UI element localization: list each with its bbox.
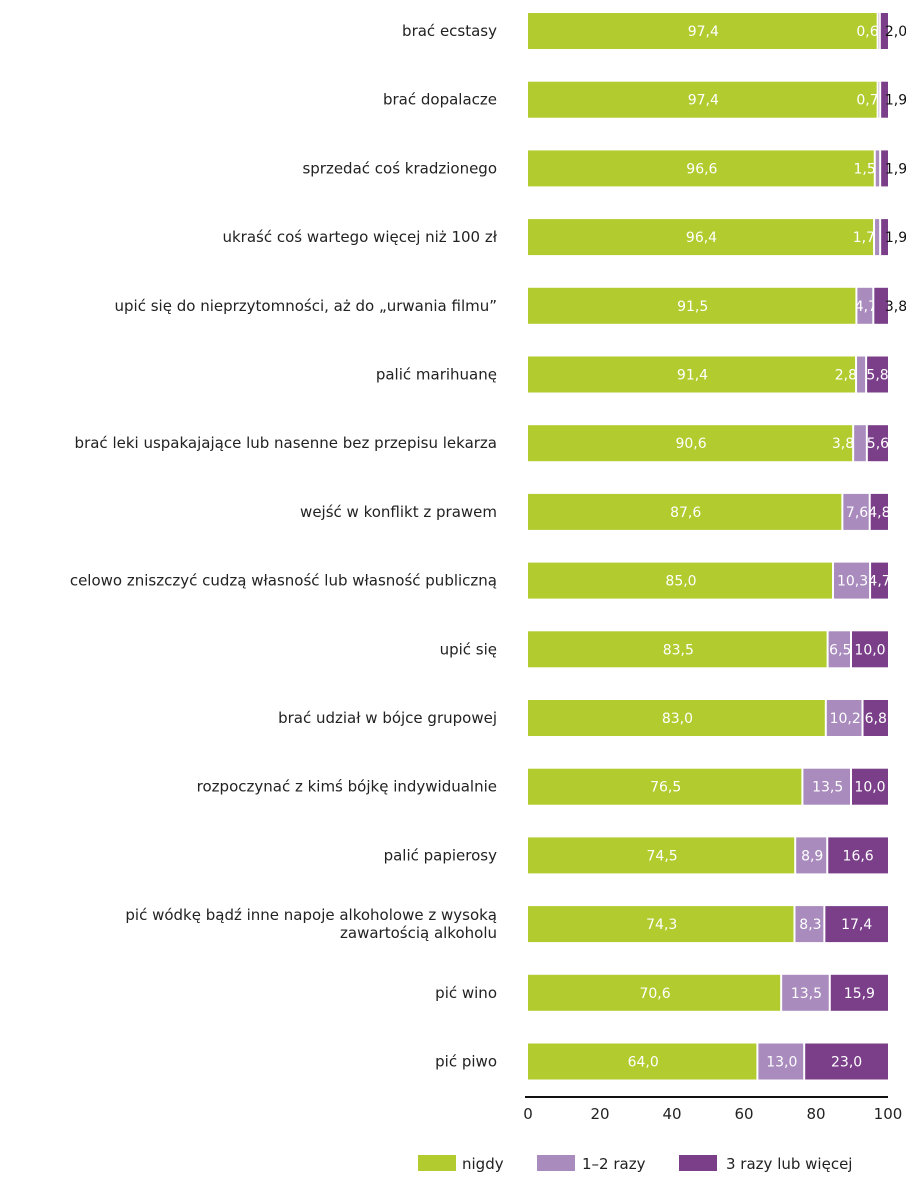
legend-label: 1–2 razy xyxy=(582,1155,646,1173)
value-label: 13,0 xyxy=(766,1055,797,1071)
value-label: 13,5 xyxy=(812,780,843,796)
value-label: 0,6 xyxy=(856,24,878,40)
value-label: 2,0 xyxy=(885,24,906,40)
value-label: 4,8 xyxy=(868,505,890,521)
value-label: 83,0 xyxy=(662,711,693,727)
category-label: wejść w konflikt z prawem xyxy=(300,503,497,521)
legend-swatch xyxy=(418,1155,456,1171)
x-tick-label: 20 xyxy=(590,1105,609,1123)
value-label: 8,3 xyxy=(799,917,821,933)
category-label: pić wódkę bądź inne napoje alkoholowe z … xyxy=(125,906,497,942)
value-label: 17,4 xyxy=(841,917,872,933)
category-label: brać udział w bójce grupowej xyxy=(278,709,497,727)
category-label: pić wino xyxy=(435,984,497,1002)
category-label: brać leki uspakajające lub nasenne bez p… xyxy=(75,434,497,452)
category-label: celowo zniszczyć cudzą własność lub włas… xyxy=(70,572,497,590)
category-label: palić marihuanę xyxy=(376,366,497,384)
value-label: 96,6 xyxy=(686,161,717,177)
category-label: brać ecstasy xyxy=(402,22,497,40)
value-label: 23,0 xyxy=(831,1055,862,1071)
value-label: 15,9 xyxy=(844,986,875,1002)
value-label: 3,8 xyxy=(832,436,854,452)
value-label: 97,4 xyxy=(688,93,719,109)
category-label: brać dopalacze xyxy=(383,91,497,109)
category-labels: brać ecstasy brać dopalacze sprzedać coś k… xyxy=(70,22,498,1071)
category-label: pić piwo xyxy=(435,1053,497,1071)
value-label: 64,0 xyxy=(628,1055,659,1071)
value-label: 87,6 xyxy=(670,505,701,521)
x-tick-label: 0 xyxy=(523,1105,533,1123)
value-label: 1,9 xyxy=(885,230,906,246)
category-label: palić papierosy xyxy=(384,846,498,864)
value-label: 8,9 xyxy=(801,848,823,864)
bar-segment xyxy=(876,150,879,186)
legend: nigdy 1–2 razy 3 razy lub więcej xyxy=(418,1155,852,1173)
value-label: 5,6 xyxy=(867,436,889,452)
value-label: 70,6 xyxy=(639,986,670,1002)
value-label: 96,4 xyxy=(686,230,717,246)
legend-label: 3 razy lub więcej xyxy=(726,1155,852,1173)
category-label: sprzedać coś kradzionego xyxy=(302,159,497,177)
category-label: ukraść coś wartego więcej niż 100 zł xyxy=(222,228,497,246)
value-label: 85,0 xyxy=(665,574,696,590)
x-tick-label: 100 xyxy=(874,1105,903,1123)
bars: 97,4 0,6 2,0 97,4 0,7 1,9 96,6 1,5 1,9 96,4 1,7 1,9… xyxy=(528,13,906,1080)
legend-swatch xyxy=(537,1155,575,1171)
value-label: 76,5 xyxy=(650,780,681,796)
value-label: 6,5 xyxy=(829,642,851,658)
x-axis: 0 20 40 60 80 100 xyxy=(523,1097,902,1123)
value-label: 13,5 xyxy=(791,986,822,1002)
value-label: 4,7 xyxy=(868,574,890,590)
value-label: 74,5 xyxy=(647,848,678,864)
value-label: 1,9 xyxy=(885,161,906,177)
bar-segment xyxy=(875,219,879,255)
bar-segment xyxy=(879,13,880,49)
value-label: 10,2 xyxy=(830,711,861,727)
value-label: 2,8 xyxy=(835,368,857,384)
value-label: 91,5 xyxy=(677,299,708,315)
value-label: 10,0 xyxy=(854,642,885,658)
x-tick-label: 80 xyxy=(806,1105,825,1123)
value-label: 4,7 xyxy=(855,299,877,315)
value-label: 0,7 xyxy=(856,93,878,109)
value-label: 83,5 xyxy=(663,642,694,658)
category-label: upić się xyxy=(440,640,497,658)
value-label: 10,0 xyxy=(854,780,885,796)
value-label: 6,8 xyxy=(865,711,887,727)
value-label: 1,7 xyxy=(853,230,875,246)
x-tick-label: 40 xyxy=(662,1105,681,1123)
value-label: 74,3 xyxy=(646,917,677,933)
value-label: 1,5 xyxy=(853,161,875,177)
value-label: 3,8 xyxy=(885,299,906,315)
category-label: rozpoczynać z kimś bójkę indywidualnie xyxy=(197,778,497,796)
category-label: upić się do nieprzytomności, aż do „urwa… xyxy=(115,297,497,315)
bar-segment xyxy=(879,82,880,118)
x-tick-label: 60 xyxy=(734,1105,753,1123)
bar-segment xyxy=(857,357,865,393)
legend-label: nigdy xyxy=(462,1155,504,1173)
value-label: 7,6 xyxy=(846,505,868,521)
legend-swatch xyxy=(679,1155,717,1171)
value-label: 1,9 xyxy=(885,93,906,109)
value-label: 97,4 xyxy=(688,24,719,40)
bar-segment xyxy=(854,425,866,461)
value-label: 10,3 xyxy=(837,574,868,590)
value-label: 90,6 xyxy=(675,436,706,452)
value-label: 5,8 xyxy=(866,368,888,384)
value-label: 91,4 xyxy=(677,368,708,384)
value-label: 16,6 xyxy=(843,848,874,864)
